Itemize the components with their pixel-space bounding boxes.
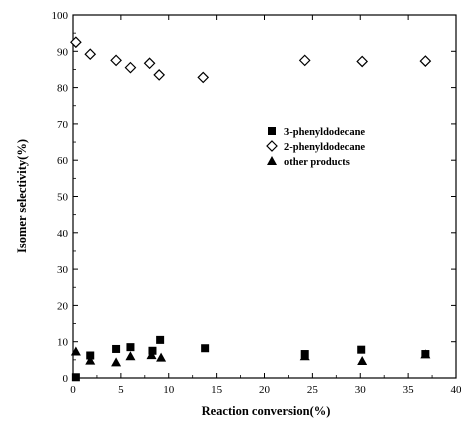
x-tick-label: 15 — [211, 384, 223, 396]
y-tick-label: 80 — [57, 83, 69, 95]
data-point — [126, 343, 135, 352]
data-point — [197, 71, 210, 84]
data-point — [148, 346, 157, 355]
data-point — [356, 55, 369, 68]
y-tick-label: 0 — [63, 373, 69, 385]
data-point — [86, 351, 95, 360]
legend-box — [264, 120, 378, 177]
data-point — [156, 352, 167, 362]
data-point — [70, 36, 82, 49]
data-point — [357, 355, 368, 365]
y-tick-label: 40 — [57, 228, 69, 240]
x-tick-label: 40 — [451, 384, 461, 396]
y-tick-label: 10 — [57, 337, 69, 349]
y-tick-label: 70 — [57, 119, 69, 131]
x-tick-label: 30 — [355, 384, 367, 396]
x-axis-title: Reaction conversion(%) — [202, 404, 331, 418]
data-point — [71, 373, 80, 382]
plot-axes: 0 5 10 15 20 25 30 35 40 0 10 20 30 40 50 60 70 80 90 100 — [52, 10, 461, 396]
legend-label: other products — [284, 157, 350, 168]
y-tick-label: 90 — [57, 46, 69, 58]
data-point — [111, 357, 122, 367]
y-tick-label: 20 — [57, 300, 69, 312]
legend-label: 3-phenyldodecane — [284, 127, 365, 138]
data-point — [298, 54, 311, 67]
data-point — [125, 351, 136, 361]
legend-marker — [267, 156, 277, 165]
data-point — [84, 48, 97, 61]
legend: 3-phenyldodecane 2-phenyldodecane other pr… — [264, 120, 378, 177]
x-tick-label: 25 — [307, 384, 319, 396]
series-open-diamond — [70, 36, 432, 84]
y-axis-title: Isomer selectivity(%) — [15, 139, 29, 253]
data-point — [85, 355, 96, 365]
x-tick-label: 35 — [403, 384, 415, 396]
series-filled-triangle — [70, 346, 431, 367]
data-point — [299, 351, 310, 361]
x-tick-label: 20 — [259, 384, 271, 396]
legend-marker — [266, 140, 278, 152]
data-point — [419, 55, 432, 67]
y-tick-label: 30 — [57, 264, 69, 276]
legend-marker — [268, 127, 276, 135]
data-point — [201, 344, 210, 353]
data-point — [153, 69, 166, 81]
data-point — [124, 61, 137, 74]
data-point — [143, 57, 156, 70]
x-tick-label: 0 — [70, 384, 76, 396]
data-point — [70, 346, 81, 356]
x-tick-label: 10 — [163, 384, 175, 396]
data-point — [420, 349, 431, 359]
data-point — [110, 54, 122, 67]
x-tick-label: 5 — [118, 384, 124, 396]
series-filled-square — [71, 335, 430, 382]
y-tick-label: 100 — [52, 10, 69, 22]
data-point — [112, 344, 121, 353]
data-point — [357, 345, 366, 354]
y-tick-label: 50 — [57, 192, 69, 204]
y-tick-label: 60 — [57, 155, 69, 167]
legend-label: 2-phenyldodecane — [284, 142, 365, 153]
data-marks — [70, 36, 432, 382]
data-point — [146, 350, 157, 360]
data-point — [156, 335, 165, 344]
